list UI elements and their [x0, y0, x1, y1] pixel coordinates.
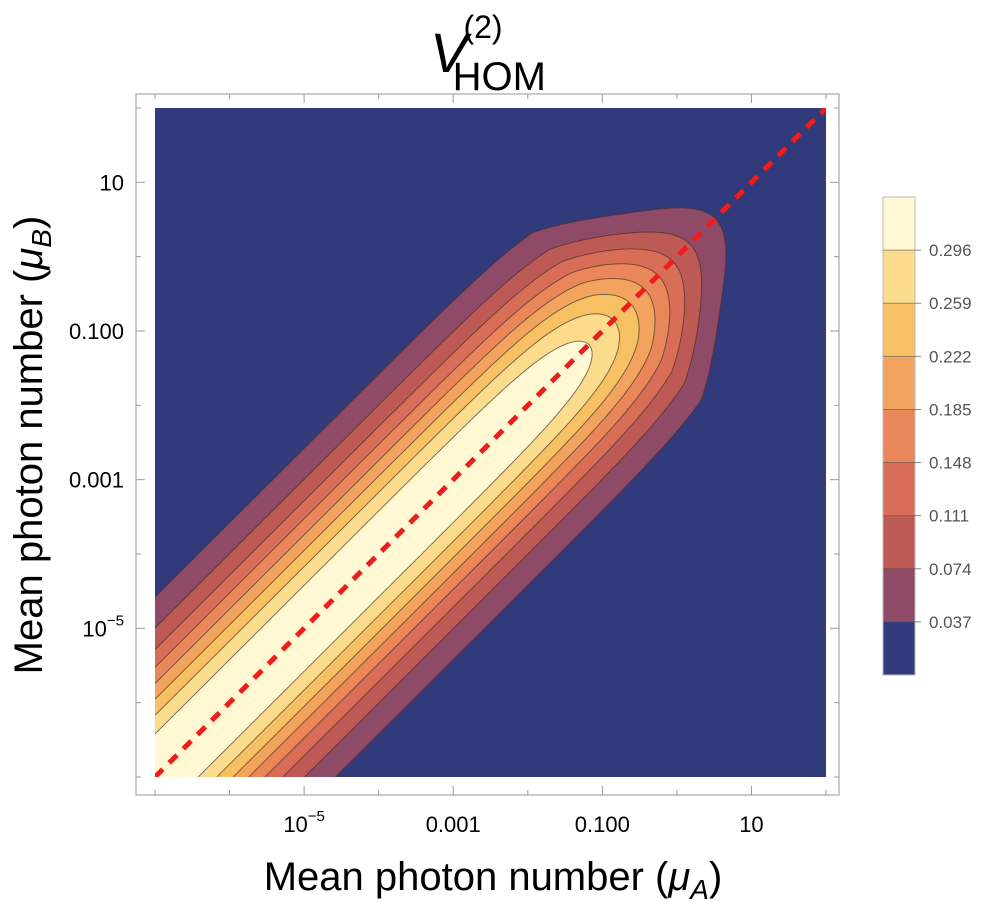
x-tick-label: 0.100 — [575, 812, 630, 837]
legend-label: 0.111 — [929, 507, 969, 526]
y-tick-label: 10 — [100, 170, 124, 195]
legend-swatch — [883, 250, 915, 304]
x-axis-title-symbol: μ — [667, 855, 690, 899]
x-tick-label: 0.001 — [426, 812, 481, 837]
x-tick-label: 10−5 — [283, 808, 325, 837]
legend-swatch — [883, 303, 915, 357]
y-axis-title: Mean photon number (μB) — [7, 216, 57, 675]
legend-label: 0.037 — [929, 613, 972, 632]
legend-swatch — [883, 356, 915, 410]
chart-title-subscript: HOM — [453, 55, 546, 99]
x-tick-label: 10 — [739, 812, 763, 837]
legend-label: 0.296 — [929, 241, 972, 260]
x-axis-title-prefix: Mean photon number ( — [264, 855, 669, 899]
y-axis-title-prefix: Mean photon number ( — [7, 269, 51, 674]
legend-swatch — [883, 409, 915, 463]
legend-swatch — [883, 622, 915, 676]
color-legend: 0.037 0.074 0.111 0.148 0.185 0.222 0.259 0.296 — [883, 197, 972, 676]
plot-area — [155, 108, 826, 777]
legend-swatch — [883, 463, 915, 517]
legend-label: 0.148 — [929, 454, 972, 473]
legend-label: 0.074 — [929, 560, 972, 579]
chart-title-superscript: (2) — [463, 9, 502, 45]
y-axis-title-symbol: μ — [7, 248, 51, 271]
legend-swatch — [883, 516, 915, 570]
y-tick-label: 0.001 — [69, 468, 124, 493]
x-axis-title-sub: A — [688, 874, 709, 902]
x-axis-title: Mean photon number (μA) — [264, 855, 723, 902]
legend-swatch — [883, 569, 915, 623]
legend-label: 0.185 — [929, 400, 972, 419]
y-tick-label: 0.100 — [69, 319, 124, 344]
y-tick-label: 10−5 — [82, 612, 124, 641]
y-axis-title-sub: B — [26, 229, 57, 248]
legend-swatch — [883, 197, 915, 251]
legend-label: 0.222 — [929, 347, 972, 366]
x-axis-title-suffix: ) — [709, 855, 722, 899]
legend-label: 0.259 — [929, 294, 972, 313]
y-axis-title-suffix: ) — [7, 216, 51, 229]
chart-title: V(2) HOM — [430, 9, 546, 99]
